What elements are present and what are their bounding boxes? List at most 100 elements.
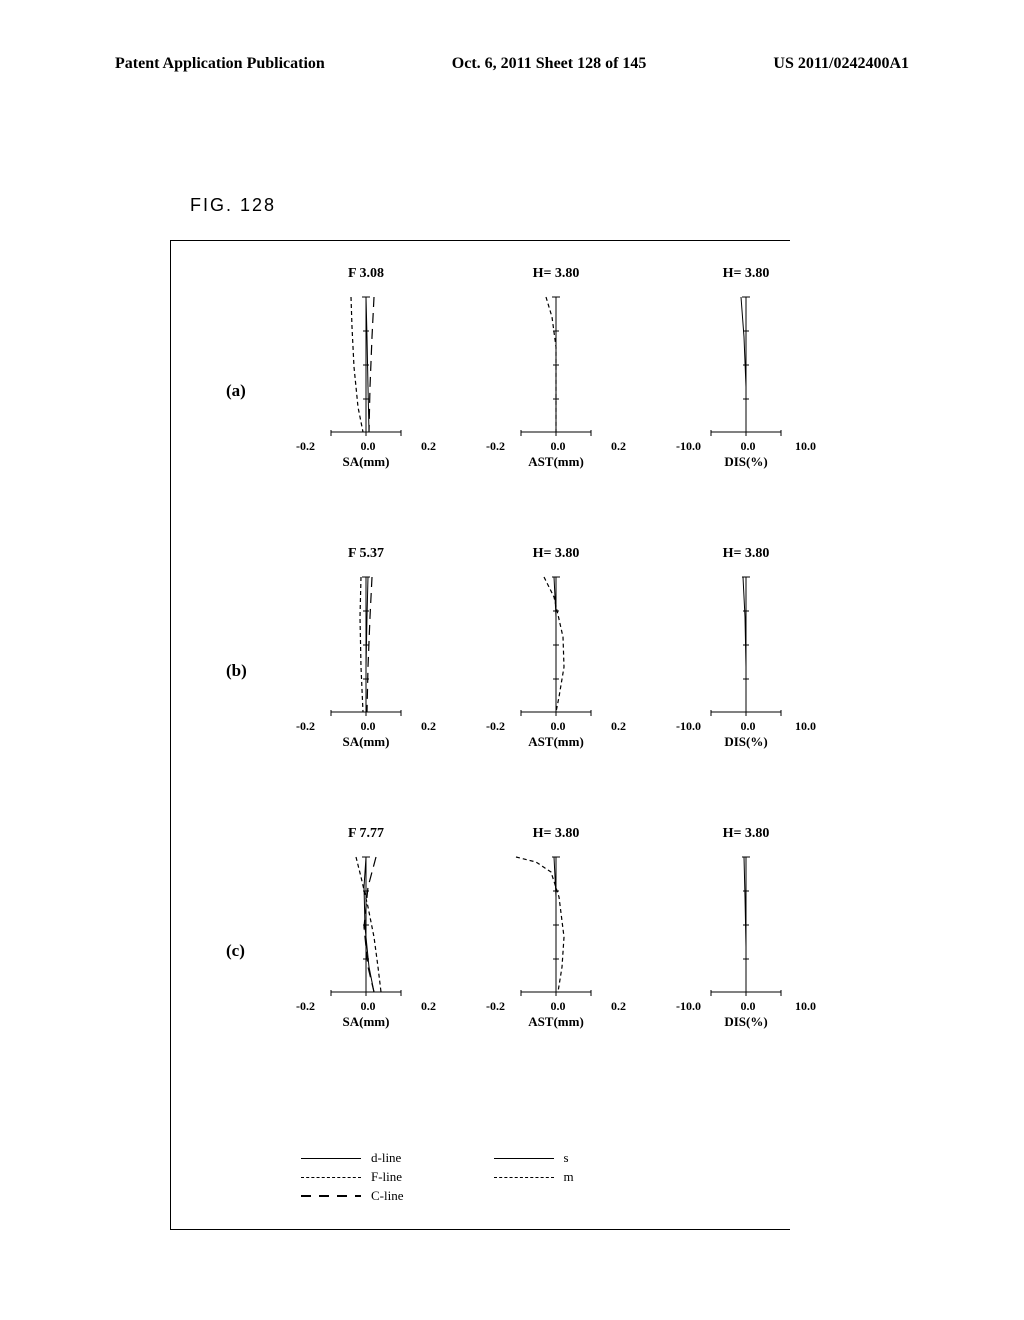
- aberration-chart-svg: [306, 567, 426, 717]
- legend-line-icon: [494, 1158, 554, 1159]
- row-label: (b): [226, 661, 247, 681]
- axis-mid: 0.0: [741, 719, 756, 734]
- legend-label: C-line: [371, 1188, 404, 1204]
- axis-labels: -0.2 0.0 0.2: [471, 999, 641, 1014]
- axis-min: -10.0: [676, 439, 701, 454]
- aberration-chart-svg: [306, 287, 426, 437]
- aberration-chart-svg: [686, 847, 806, 997]
- aberration-chart: H= 3.80 -10.0 0.0 10.0 DIS(%): [661, 266, 831, 516]
- aberration-chart: H= 3.80 -0.2 0.0 0.2 AST(mm): [471, 266, 641, 516]
- aberration-chart: H= 3.80 -10.0 0.0 10.0 DIS(%): [661, 546, 831, 796]
- axis-max: 0.2: [611, 999, 626, 1014]
- legend-item: s: [494, 1150, 574, 1166]
- figure-label: FIG. 128: [190, 195, 276, 216]
- legend-label: s: [564, 1150, 569, 1166]
- axis-labels: -0.2 0.0 0.2: [281, 719, 451, 734]
- axis-max: 0.2: [611, 439, 626, 454]
- axis-mid: 0.0: [551, 439, 566, 454]
- axis-labels: -10.0 0.0 10.0: [661, 439, 831, 454]
- chart-row: (b) F 5.37 -0.2 0.0 0.2 SA(mm) H= 3.80 -…: [171, 546, 790, 826]
- aberration-chart: H= 3.80 -0.2 0.0 0.2 AST(mm): [471, 826, 641, 1076]
- axis-name: AST(mm): [471, 454, 641, 470]
- page-header: Patent Application Publication Oct. 6, 2…: [0, 55, 1024, 73]
- aberration-chart-svg: [496, 567, 616, 717]
- chart-title: F 3.08: [281, 266, 451, 282]
- chart-grid: (a) F 3.08 -0.2 0.0 0.2 SA(mm) H= 3.80 -…: [170, 240, 790, 1230]
- axis-mid: 0.0: [361, 999, 376, 1014]
- axis-mid: 0.0: [551, 719, 566, 734]
- aberration-chart: H= 3.80 -10.0 0.0 10.0 DIS(%): [661, 826, 831, 1076]
- aberration-chart-svg: [496, 847, 616, 997]
- axis-name: SA(mm): [281, 734, 451, 750]
- legend-item: m: [494, 1169, 574, 1185]
- axis-name: DIS(%): [661, 1014, 831, 1030]
- header-right: US 2011/0242400A1: [773, 55, 909, 73]
- legend-label: m: [564, 1169, 574, 1185]
- axis-name: AST(mm): [471, 1014, 641, 1030]
- chart-title: H= 3.80: [661, 826, 831, 842]
- axis-labels: -0.2 0.0 0.2: [281, 439, 451, 454]
- chart-title: H= 3.80: [471, 826, 641, 842]
- legend-column: d-line F-line C-line: [301, 1150, 404, 1204]
- chart-title: F 7.77: [281, 826, 451, 842]
- axis-min: -0.2: [486, 719, 505, 734]
- aberration-chart: F 7.77 -0.2 0.0 0.2 SA(mm): [281, 826, 451, 1076]
- axis-name: SA(mm): [281, 1014, 451, 1030]
- axis-mid: 0.0: [741, 999, 756, 1014]
- chart-title: H= 3.80: [661, 266, 831, 282]
- axis-name: DIS(%): [661, 454, 831, 470]
- legend-item: C-line: [301, 1188, 404, 1204]
- axis-max: 0.2: [611, 719, 626, 734]
- axis-max: 10.0: [795, 999, 816, 1014]
- axis-min: -0.2: [486, 439, 505, 454]
- chart-title: F 5.37: [281, 546, 451, 562]
- axis-name: SA(mm): [281, 454, 451, 470]
- legend-item: F-line: [301, 1169, 404, 1185]
- axis-labels: -0.2 0.0 0.2: [471, 719, 641, 734]
- axis-labels: -10.0 0.0 10.0: [661, 719, 831, 734]
- row-label: (a): [226, 381, 246, 401]
- axis-mid: 0.0: [551, 999, 566, 1014]
- aberration-chart-svg: [496, 287, 616, 437]
- axis-max: 0.2: [421, 719, 436, 734]
- axis-min: -10.0: [676, 999, 701, 1014]
- axis-labels: -0.2 0.0 0.2: [281, 999, 451, 1014]
- aberration-chart: F 3.08 -0.2 0.0 0.2 SA(mm): [281, 266, 451, 516]
- axis-min: -0.2: [486, 999, 505, 1014]
- chart-title: H= 3.80: [471, 266, 641, 282]
- axis-mid: 0.0: [741, 439, 756, 454]
- aberration-chart-svg: [306, 847, 426, 997]
- axis-name: DIS(%): [661, 734, 831, 750]
- header-left: Patent Application Publication: [115, 55, 325, 73]
- axis-labels: -10.0 0.0 10.0: [661, 999, 831, 1014]
- legend: d-line F-line C-line sm: [301, 1150, 751, 1204]
- legend-item: d-line: [301, 1150, 404, 1166]
- row-label: (c): [226, 941, 245, 961]
- header-center: Oct. 6, 2011 Sheet 128 of 145: [452, 55, 647, 73]
- axis-labels: -0.2 0.0 0.2: [471, 439, 641, 454]
- axis-max: 0.2: [421, 999, 436, 1014]
- legend-line-icon: [494, 1177, 554, 1178]
- aberration-chart: H= 3.80 -0.2 0.0 0.2 AST(mm): [471, 546, 641, 796]
- axis-min: -0.2: [296, 999, 315, 1014]
- legend-column: sm: [494, 1150, 574, 1204]
- axis-mid: 0.0: [361, 439, 376, 454]
- axis-max: 10.0: [795, 719, 816, 734]
- legend-label: F-line: [371, 1169, 402, 1185]
- axis-min: -0.2: [296, 439, 315, 454]
- legend-label: d-line: [371, 1150, 401, 1166]
- axis-mid: 0.0: [361, 719, 376, 734]
- aberration-chart-svg: [686, 567, 806, 717]
- axis-min: -0.2: [296, 719, 315, 734]
- legend-line-icon: [301, 1158, 361, 1159]
- axis-max: 10.0: [795, 439, 816, 454]
- legend-line-icon: [301, 1195, 361, 1197]
- aberration-chart: F 5.37 -0.2 0.0 0.2 SA(mm): [281, 546, 451, 796]
- legend-line-icon: [301, 1177, 361, 1178]
- chart-title: H= 3.80: [471, 546, 641, 562]
- chart-title: H= 3.80: [661, 546, 831, 562]
- chart-row: (a) F 3.08 -0.2 0.0 0.2 SA(mm) H= 3.80 -…: [171, 266, 790, 546]
- chart-row: (c) F 7.77 -0.2 0.0 0.2 SA(mm) H= 3.80 -…: [171, 826, 790, 1106]
- axis-min: -10.0: [676, 719, 701, 734]
- axis-max: 0.2: [421, 439, 436, 454]
